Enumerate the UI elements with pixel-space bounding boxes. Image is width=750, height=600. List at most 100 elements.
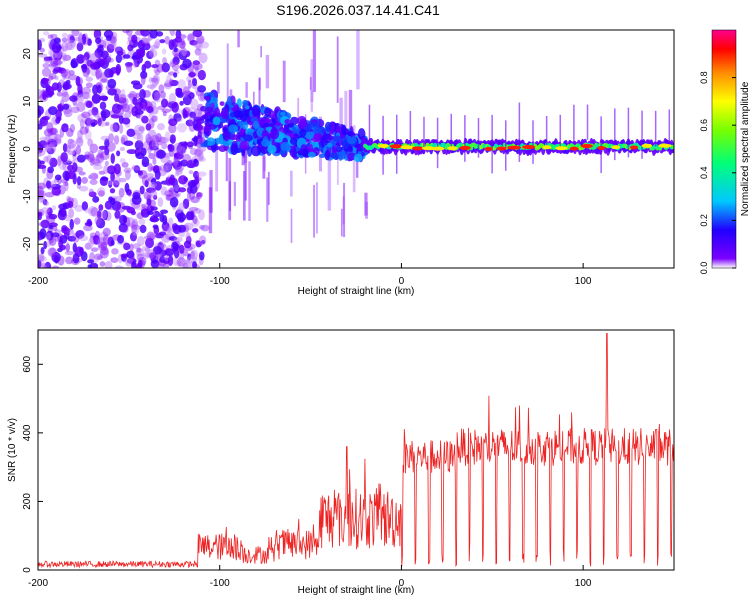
spectrogram-noise-blob <box>172 56 180 65</box>
spectrogram-y-tick-label: -20 <box>22 237 33 252</box>
spectrogram-noise-blob <box>68 149 75 156</box>
spectrogram-noise-blob <box>104 160 109 166</box>
spectrogram-noise-blob <box>157 197 164 208</box>
spectrogram-band-blob <box>239 141 250 150</box>
spectrogram-noise-blob <box>192 30 203 38</box>
spectrogram-noise-blob <box>113 163 121 175</box>
spectrogram-noise-blob <box>187 79 192 89</box>
spectrogram-spike <box>627 107 630 158</box>
spectrogram-noise-blob <box>193 135 198 147</box>
spectrogram-noise-blob <box>49 247 56 256</box>
spectrogram-streak <box>344 90 348 141</box>
spectrogram-noise-blob <box>49 87 58 92</box>
spectrogram-noise-blob <box>40 207 50 214</box>
spectrogram-noise-blob <box>108 39 117 50</box>
spectrogram-noise-blob <box>87 264 93 268</box>
spectrogram-noise-blob <box>189 70 196 79</box>
spectrogram-band-blob <box>203 125 209 133</box>
spectrogram-noise-blob <box>59 207 67 218</box>
spectrogram-noise-blob <box>94 216 102 226</box>
spectrogram-band-blob <box>333 135 342 143</box>
spectrogram-band-blob <box>293 133 299 138</box>
spectrogram-noise-blob <box>152 165 162 172</box>
spectrogram-noise-blob <box>114 265 124 268</box>
spectrogram-noise-blob <box>108 68 115 77</box>
spectrogram-spike <box>505 120 507 171</box>
spectrogram-band-blob <box>271 139 276 147</box>
spectrogram-noise-blob <box>195 192 202 198</box>
spectrogram-noise-blob <box>49 73 57 80</box>
spectrogram-x-tick-label: 100 <box>575 276 592 287</box>
spectrogram-noise-blob <box>152 246 163 255</box>
spectrogram-noise-blob <box>38 146 43 154</box>
spectrogram-hotspot <box>447 146 458 151</box>
spectrogram-noise-blob <box>53 137 59 143</box>
spectrogram-noise-blob <box>150 178 157 185</box>
spectrogram-noise-blob <box>177 224 187 233</box>
spectrogram-noise-blob <box>168 189 176 196</box>
spectrogram-noise-blob <box>141 203 146 209</box>
spectrogram-noise-blob <box>106 180 115 186</box>
spectrogram-noise-blob <box>94 48 104 59</box>
spectrogram-noise-blob <box>140 30 150 37</box>
spectrogram-noise-blob <box>147 163 153 172</box>
spectrogram-noise-blob <box>190 250 195 260</box>
spectrogram-noise-blob <box>84 100 93 107</box>
spectrogram-noise-blob <box>173 184 180 192</box>
spectrogram-noise-blob <box>187 253 192 261</box>
spectrogram-noise-blob <box>122 103 130 113</box>
spectrogram-noise-blob <box>81 111 91 119</box>
spectrogram-noise-blob <box>156 149 166 159</box>
spectrogram-noise-blob <box>170 192 180 198</box>
spectrogram-noise-blob <box>147 181 158 189</box>
spectrogram-noise-blob <box>144 246 151 253</box>
spectrogram-noise-blob <box>139 224 147 234</box>
spectrogram-noise-blob <box>198 155 204 161</box>
spectrogram-streak <box>336 143 339 185</box>
spectrogram-noise-blob <box>38 185 44 197</box>
spectrogram-noise-blob <box>164 248 175 256</box>
spectrogram-noise-blob <box>132 96 138 106</box>
spectrogram-noise-blob <box>61 225 68 232</box>
spectrogram-noise-blob <box>152 90 161 101</box>
spectrogram-noise-blob <box>118 223 128 233</box>
spectrogram-noise-blob <box>173 248 180 259</box>
spectrogram-noise-blob <box>97 149 104 156</box>
spectrogram-noise-blob <box>74 36 80 42</box>
spectrogram-noise-blob <box>179 40 186 49</box>
spectrogram-noise-blob <box>39 136 50 142</box>
spectrogram-noise-blob <box>90 207 99 217</box>
spectrogram-noise-blob <box>38 53 48 58</box>
spectrogram-noise-blob <box>83 51 90 61</box>
spectrogram-noise-blob <box>99 78 109 84</box>
spectrogram-noise-blob <box>98 190 105 197</box>
spectrogram-noise-blob <box>46 232 51 242</box>
spectrogram-noise-blob <box>125 169 131 181</box>
spectrogram-noise-blob <box>75 76 84 86</box>
spectrogram-streak <box>258 77 261 105</box>
spectrogram-streak <box>267 171 270 205</box>
spectrogram-noise-blob <box>132 218 139 230</box>
spectrogram-noise-blob <box>77 83 83 95</box>
spectrogram-noise-blob <box>72 148 78 157</box>
spectrogram-streak <box>310 59 314 102</box>
spectrogram-streak <box>248 161 251 221</box>
spectrogram-noise-blob <box>132 82 143 90</box>
spectrogram-band-blob <box>267 144 277 154</box>
spectrogram-noise-blob <box>75 145 82 155</box>
spectrogram-noise-blob <box>67 200 74 209</box>
spectrogram-noise-blob <box>126 128 136 137</box>
spectrogram-band-blob <box>222 130 231 142</box>
spectrogram-noise-blob <box>77 113 88 123</box>
spectrogram-hotspot <box>569 146 579 151</box>
spectrogram-noise-blob <box>88 174 93 180</box>
spectrogram-band-blob <box>326 142 333 148</box>
spectrogram-streak <box>343 182 346 238</box>
spectrogram-noise-blob <box>157 122 165 131</box>
spectrogram-noise-blob <box>174 152 184 160</box>
spectrogram-noise-blob <box>126 62 133 73</box>
spectrogram-noise-blob <box>109 69 114 78</box>
spectrogram-noise-blob <box>121 117 131 125</box>
spectrogram-noise-blob <box>148 49 158 58</box>
spectrogram-noise-blob <box>65 242 70 253</box>
